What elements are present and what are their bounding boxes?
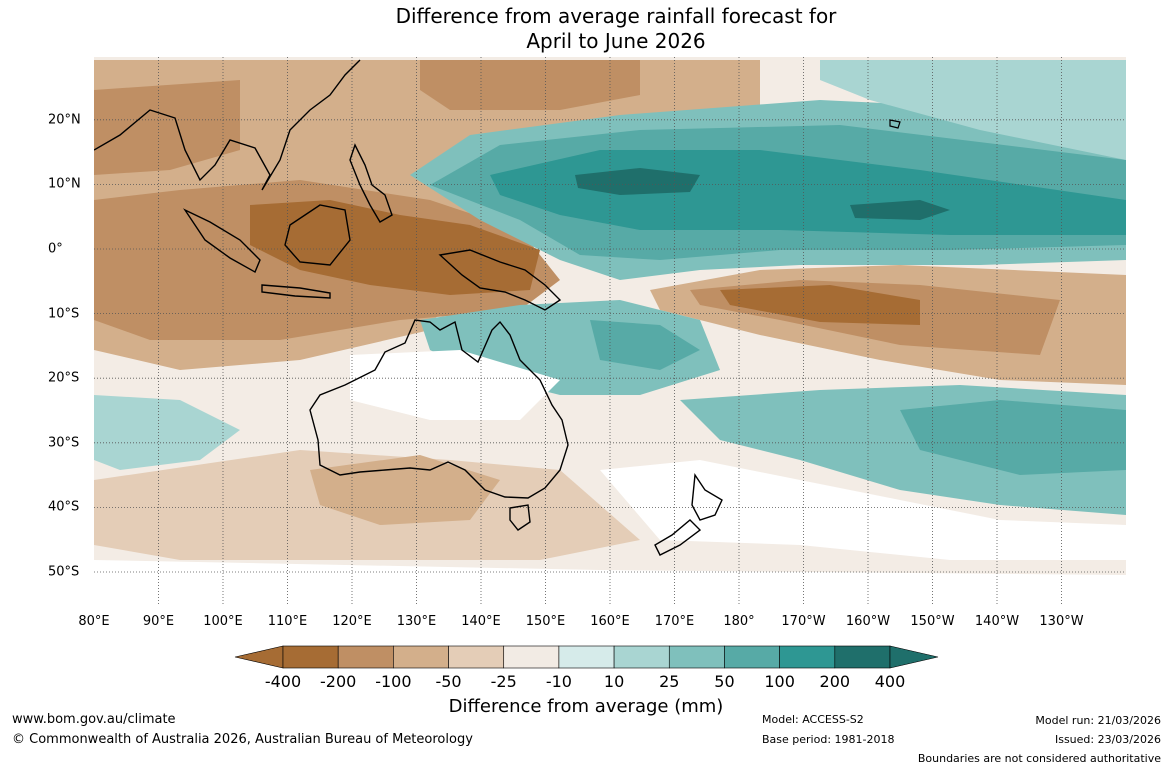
x-tick-label: 90°E: [142, 614, 175, 629]
colorbar-label: -50: [435, 672, 462, 691]
wet-core-itcz-east: [850, 200, 950, 220]
colorbar-label: 25: [659, 672, 680, 691]
x-tick-label: 130°E: [396, 614, 437, 629]
map-title: Difference from average rainfall forecas…: [0, 4, 1173, 54]
colorbar-label: -100: [375, 672, 412, 691]
colorbar-swatch: [724, 645, 780, 669]
x-tick-label: 140°W: [974, 614, 1020, 629]
australia-coastline: [309, 319, 569, 499]
dry-core-east: [720, 285, 920, 325]
x-tick-label: 160°W: [845, 614, 891, 629]
new-zealand-coastline: [654, 472, 723, 556]
colorbar-swatch: [448, 645, 505, 669]
colorbar-swatch: [282, 645, 339, 669]
website-link[interactable]: www.bom.gov.au/climate: [12, 712, 176, 727]
colorbar-label: 200: [819, 672, 851, 691]
borneo-coastline: [284, 204, 351, 266]
colorbar-label: -25: [490, 672, 517, 691]
x-tick-label: 80°E: [78, 614, 110, 629]
x-tick-label: 170°W: [781, 614, 826, 629]
y-tick-label: 30°S: [48, 435, 80, 451]
wet-region-south-pacific-inner: [900, 400, 1126, 475]
wet-core-itcz: [575, 168, 700, 195]
colorbar-swatch: [779, 645, 836, 669]
y-tick-label: 20°N: [48, 112, 81, 128]
colorbar-label: -400: [264, 672, 302, 691]
x-tick-label: 110°E: [267, 614, 308, 629]
philippines-coastline: [349, 143, 393, 223]
issued-date: Issued: 23/03/2026: [1054, 733, 1161, 746]
model-name: Model: ACCESS-S2: [762, 713, 864, 726]
x-tick-label: 160°E: [590, 614, 630, 629]
x-tick-label: 130°W: [1039, 614, 1084, 629]
title-line-2: April to June 2026: [526, 29, 706, 53]
title-line-1: Difference from average rainfall forecas…: [395, 4, 837, 28]
wet-region-north-pacific: [820, 60, 1126, 160]
asia-coastline: [94, 59, 361, 191]
y-tick-label: 50°S: [48, 564, 80, 580]
dry-core-west: [250, 200, 540, 295]
x-tick-label: 180°: [723, 614, 755, 629]
colorbar-swatch: [834, 645, 891, 669]
new-guinea-coastline: [438, 249, 562, 311]
boundaries-disclaimer: Boundaries are not considered authoritat…: [917, 752, 1161, 765]
y-tick-label: 10°S: [48, 306, 80, 322]
java-coastline: [261, 284, 331, 299]
colorbar-label: -200: [320, 672, 357, 691]
tasmania-coastline: [509, 504, 531, 531]
x-tick-label: 100°E: [203, 614, 243, 629]
copyright-text: © Commonwealth of Australia 2026, Austra…: [12, 732, 473, 747]
colorbar-extend-low: [234, 645, 284, 669]
colorbar-label: 50: [714, 672, 735, 691]
model-run-date: Model run: 21/03/2026: [1035, 714, 1161, 727]
neutral-patch-3: [600, 460, 1126, 560]
colorbar-label: 400: [874, 672, 906, 691]
x-tick-label: 150°E: [525, 614, 566, 629]
x-tick-label: 140°E: [461, 614, 501, 629]
colorbar-swatch: [613, 645, 670, 669]
y-tick-label: 0°: [48, 241, 63, 257]
wet-region-indian-ocean: [94, 395, 240, 470]
base-period: Base period: 1981-2018: [762, 733, 895, 746]
colorbar: [234, 645, 939, 669]
x-tick-label: 170°E: [654, 614, 695, 629]
x-tick-label: 150°W: [910, 614, 955, 629]
sumatra-coastline: [183, 208, 261, 273]
colorbar-swatch: [668, 645, 725, 669]
x-tick-label: 120°E: [332, 614, 372, 629]
dry-region-north: [420, 60, 640, 110]
colorbar-swatch: [337, 645, 394, 669]
y-tick-label: 40°S: [48, 499, 80, 515]
neutral-patch-1: [350, 350, 560, 420]
colorbar-title: Difference from average (mm): [448, 696, 724, 717]
colorbar-label: -10: [545, 672, 572, 691]
wet-region-coral-sea-inner: [590, 320, 700, 370]
map-fill: [94, 57, 1126, 605]
colorbar-swatch: [558, 645, 615, 669]
colorbar-swatch: [393, 645, 449, 669]
colorbar-label: 10: [603, 672, 625, 691]
hawaii-coastline: [889, 119, 901, 129]
dry-region-indochina: [94, 80, 240, 175]
colorbar-label: 100: [764, 672, 795, 691]
colorbar-swatch: [503, 645, 560, 669]
y-tick-label: 20°S: [48, 370, 80, 386]
colorbar-extend-high: [889, 645, 939, 669]
y-tick-label: 10°N: [48, 176, 81, 192]
